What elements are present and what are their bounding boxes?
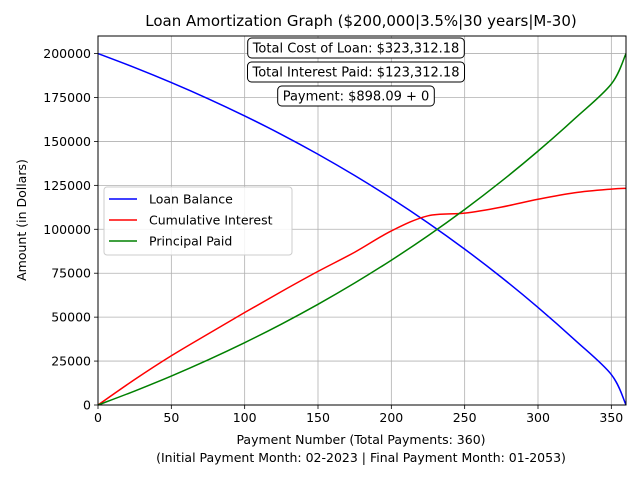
x-tick-label: 100 — [233, 410, 257, 425]
annotation-text: Total Cost of Loan: $323,312.18 — [252, 42, 460, 57]
legend-label-principal-paid: Principal Paid — [149, 234, 232, 249]
y-tick-label: 75000 — [51, 266, 91, 281]
y-tick-label: 125000 — [43, 178, 91, 193]
chart-title: Loan Amortization Graph ($200,000|3.5%|3… — [145, 12, 576, 30]
annotations: Total Cost of Loan: $323,312.18 Total Int… — [247, 37, 465, 107]
y-tick-label: 0 — [83, 398, 91, 413]
annotation-box: Total Cost of Loan: $323,312.18 — [247, 37, 465, 59]
series-lines — [97, 52, 627, 406]
plot-frame — [97, 35, 627, 406]
x-tick-label: 250 — [453, 410, 477, 425]
annotation-text: Payment: $898.09 + 0 — [283, 90, 430, 105]
annotation-box: Total Interest Paid: $123,312.18 — [247, 61, 465, 83]
y-tick-label: 50000 — [51, 310, 91, 325]
legend-label-cumulative-interest: Cumulative Interest — [149, 213, 273, 228]
annotation-box-border — [247, 61, 465, 83]
series-line-cumulative-interest — [97, 187, 627, 406]
x-tick-label: 350 — [599, 410, 623, 425]
legend-label-loan-balance: Loan Balance — [149, 192, 233, 207]
x-tick-label: 0 — [94, 410, 102, 425]
x-axis-sublabel: (Initial Payment Month: 02-2023 | Final … — [156, 450, 566, 465]
annotation-box-border — [277, 85, 435, 107]
y-tick-label: 25000 — [51, 354, 91, 369]
series-line-principal-paid — [97, 53, 627, 406]
legend-box — [103, 186, 293, 256]
y-tick-label: 200000 — [43, 46, 91, 61]
annotation-text: Total Interest Paid: $123,312.18 — [251, 66, 459, 81]
y-tick-label: 175000 — [43, 90, 91, 105]
y-tick-label: 150000 — [43, 134, 91, 149]
annotation-box: Payment: $898.09 + 0 — [277, 85, 435, 107]
annotation-box-border — [247, 37, 465, 59]
y-tick-label: 100000 — [43, 222, 91, 237]
x-axis-label: Payment Number (Total Payments: 360) — [236, 432, 485, 447]
x-tick-label: 300 — [526, 410, 550, 425]
legend: Loan Balance Cumulative Interest Principal… — [103, 186, 293, 256]
y-axis-label: Amount (in Dollars) — [14, 159, 29, 281]
x-axis-ticks: 0 50 100 150 200 250 300 350 — [94, 405, 623, 425]
x-tick-label: 200 — [379, 410, 403, 425]
x-tick-label: 150 — [306, 410, 330, 425]
y-axis-ticks: 0 25000 50000 75000 100000 125000 150000 175000… — [43, 46, 98, 413]
series-line-loan-balance — [97, 52, 627, 406]
x-tick-label: 50 — [163, 410, 179, 425]
